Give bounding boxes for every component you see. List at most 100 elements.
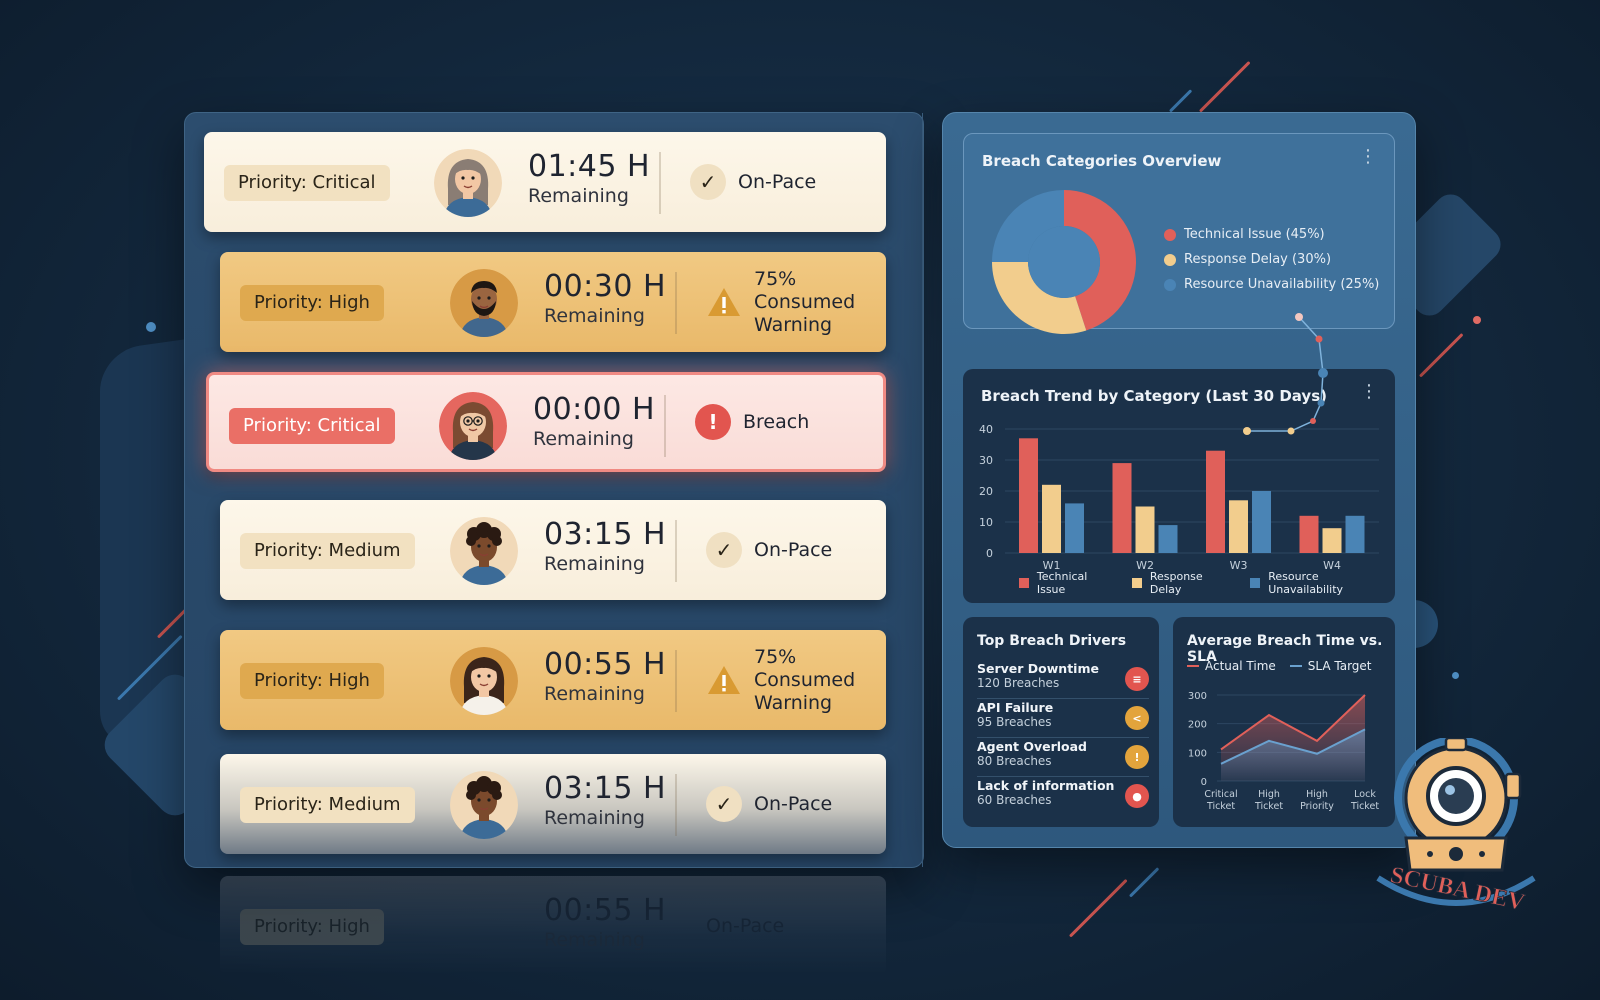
y-tick-label: 100 xyxy=(1188,748,1207,759)
breach-categories-card: Breach Categories Overview ⋮ Technical I… xyxy=(963,133,1395,334)
x-tick-label: W2 xyxy=(1136,559,1154,572)
ticket-card[interactable]: Priority: High 00:55 H Remaining 75% Con… xyxy=(220,630,886,740)
ticket-card[interactable]: Priority: Medium 03:15 H Remaining ✓ On-P… xyxy=(220,754,886,854)
y-tick-label: 0 xyxy=(986,547,993,560)
avg-breach-legend: Actual Time SLA Target xyxy=(1187,659,1372,673)
avatar xyxy=(450,771,518,839)
priority-badge: Priority: High xyxy=(240,663,384,699)
donut-slice-resource-unavailability xyxy=(992,190,1064,262)
status-label: Breach xyxy=(743,410,810,433)
bg-line-blue-1 xyxy=(1168,89,1193,113)
x-tick-label: Priority xyxy=(1300,801,1334,812)
time-remaining-block: 00:55 H Remaining xyxy=(544,648,666,706)
ticket-card[interactable]: Priority: Medium 03:15 H Remaining ✓ On-P… xyxy=(220,500,886,610)
y-tick-label: 30 xyxy=(979,454,993,467)
driver-count: 95 Breaches xyxy=(977,715,1052,729)
avatar xyxy=(450,269,518,337)
legend-dot-resource xyxy=(1164,278,1176,291)
reflection-status-label: On-Pace xyxy=(706,914,785,937)
y-tick-label: 200 xyxy=(1188,720,1207,731)
bar-response-delay xyxy=(1322,528,1342,553)
legend-label-actual: Actual Time xyxy=(1205,659,1276,673)
legend-dot-response xyxy=(1164,253,1176,266)
kebab-menu-icon[interactable]: ⋮ xyxy=(1360,381,1378,402)
legend-line-sla xyxy=(1289,665,1302,667)
time-remaining-value: 00:00 H xyxy=(533,392,656,427)
check-icon: ✓ xyxy=(706,786,742,822)
bg-dot-1 xyxy=(146,322,156,332)
trend-legend-resource: Resource Unavailability xyxy=(1250,570,1395,596)
time-remaining-block: 00:30 H Remaining xyxy=(544,270,666,328)
bar-resource-unavailability xyxy=(1345,515,1365,553)
sla-status: ✓ On-Pace xyxy=(690,132,816,232)
bg-line-red-2 xyxy=(1418,333,1464,378)
trend-legend-label-response: Response Delay xyxy=(1149,570,1203,596)
avatar xyxy=(439,392,507,460)
bar-technical-issue xyxy=(1206,450,1225,553)
trend-legend-swatch-technical xyxy=(1019,578,1029,588)
check-icon: ✓ xyxy=(690,164,726,200)
breach-trend-card: Breach Trend by Category (Last 30 Days) … xyxy=(963,369,1395,603)
time-remaining-value: 01:45 H xyxy=(528,149,651,184)
trend-legend-response: Response Delay xyxy=(1132,570,1236,596)
area-sla-target xyxy=(1221,729,1365,781)
x-tick-label: W1 xyxy=(1043,559,1061,572)
legend-label-resource: Resource Unavailability (25%) xyxy=(1184,277,1380,292)
sla-status: ! Breach xyxy=(695,375,809,469)
sla-status: 75% Consumed Warning xyxy=(706,630,886,730)
ticket-card[interactable]: Priority: Critical 01:45 H Remaining ✓ On… xyxy=(204,132,886,232)
sla-status: ✓ On-Pace xyxy=(706,754,832,854)
ticket-card[interactable]: Priority: Critical 00:00 H Remaining ! Br… xyxy=(206,372,886,472)
time-remaining-block: 01:45 H Remaining xyxy=(528,150,650,208)
driver-count: 120 Breaches xyxy=(977,676,1060,690)
driver-item[interactable]: API Failure 95 Breaches < xyxy=(977,700,1149,738)
divider xyxy=(675,520,677,582)
ticket-card[interactable]: Priority: High 00:30 H Remaining 75% Con… xyxy=(220,252,886,352)
breach-trend-legend: Technical Issue Response Delay Resource … xyxy=(1019,570,1395,596)
legend-technical-issue: Technical Issue (45%) xyxy=(1164,222,1379,247)
driver-name: Server Downtime xyxy=(977,661,1099,676)
kebab-menu-icon[interactable]: ⋮ xyxy=(1359,146,1377,167)
driver-name: API Failure xyxy=(977,700,1054,715)
avg-breach-chart: 0100200300CriticalTicketHighTicketHighPr… xyxy=(1188,691,1379,812)
trend-legend-technical: Technical Issue xyxy=(1019,570,1118,596)
reflection-caption: Remaining xyxy=(544,929,645,951)
driver-item[interactable]: Agent Overload 80 Breaches ! xyxy=(977,739,1149,777)
legend-sla-target: SLA Target xyxy=(1289,659,1372,673)
y-tick-label: 10 xyxy=(979,516,993,529)
driver-item[interactable]: Lack of information 60 Breaches ● xyxy=(977,778,1149,816)
driver-count: 80 Breaches xyxy=(977,754,1052,768)
avatar xyxy=(450,517,518,585)
decorative-connector xyxy=(1243,313,1328,435)
legend-dot-technical xyxy=(1164,228,1176,241)
x-tick-label: Ticket xyxy=(1254,801,1283,812)
check-icon: ✓ xyxy=(706,532,742,568)
trend-legend-swatch-resource xyxy=(1250,578,1261,588)
divider xyxy=(675,650,677,712)
time-remaining-caption: Remaining xyxy=(544,553,645,575)
status-label-line1: 75% Consumed xyxy=(754,645,856,691)
breach-categories-title: Breach Categories Overview xyxy=(982,152,1222,170)
bar-resource-unavailability xyxy=(1158,525,1178,553)
donut-hole xyxy=(1028,226,1100,298)
time-remaining-value: 00:55 H xyxy=(544,647,667,682)
priority-badge: Priority: Critical xyxy=(224,165,390,201)
ticket-queue-panel xyxy=(184,112,924,868)
legend-response-delay: Response Delay (30%) xyxy=(1164,247,1379,272)
person-icon: ● xyxy=(1125,784,1149,808)
driver-item[interactable]: Server Downtime 120 Breaches ≡ xyxy=(977,661,1149,699)
alert-circle-icon: ! xyxy=(695,404,731,440)
status-label-line2: Warning xyxy=(754,691,833,714)
y-tick-label: 300 xyxy=(1188,691,1207,702)
y-tick-label: 20 xyxy=(979,485,993,498)
server-icon: ≡ xyxy=(1125,667,1149,691)
priority-badge: Priority: High xyxy=(240,285,384,321)
breach-trend-chart: 0 10 20 30 40 W1 W2 W3 W4 xyxy=(979,423,1379,572)
status-label: 75% Consumed Warning xyxy=(754,268,886,337)
status-label-line2: Warning xyxy=(754,313,833,336)
x-tick-label: Ticket xyxy=(1350,801,1379,812)
status-label: 75% Consumed Warning xyxy=(754,646,886,715)
legend-label-sla: SLA Target xyxy=(1307,659,1372,673)
warning-triangle-icon xyxy=(706,662,742,698)
time-remaining-block: 00:00 H Remaining xyxy=(533,393,655,451)
